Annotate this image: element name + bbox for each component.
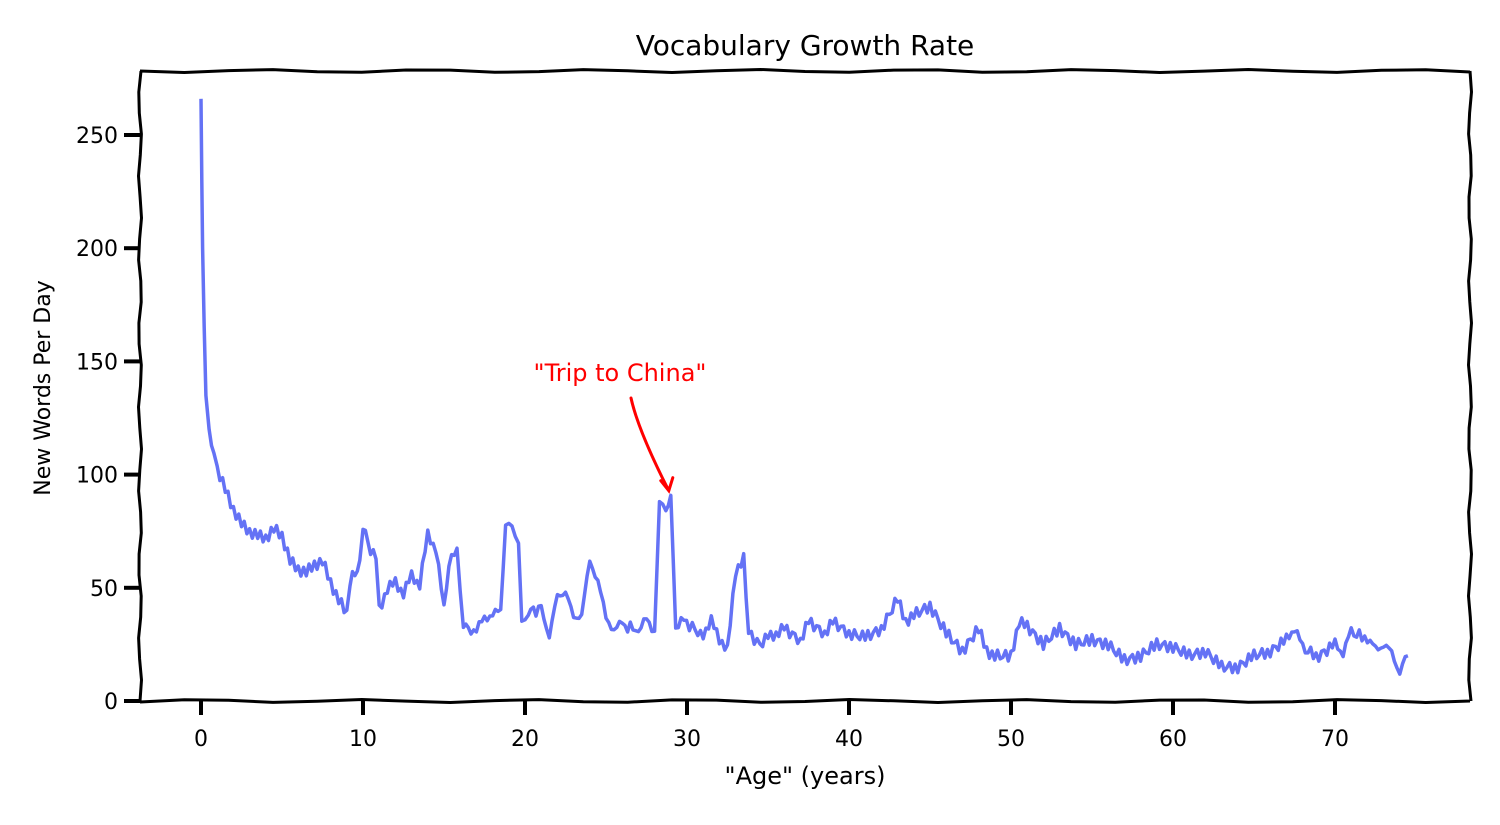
x-tick-label: 30 [673, 727, 701, 752]
x-ticks: 0 10 20 30 40 50 60 70 [194, 701, 1349, 752]
chart-title: Vocabulary Growth Rate [636, 29, 975, 62]
x-tick-label: 40 [835, 727, 863, 752]
series-line [199, 98, 1409, 676]
x-tick-label: 70 [1321, 727, 1349, 752]
x-axis-label: "Age" (years) [725, 762, 886, 790]
axes-frame [136, 67, 1474, 705]
x-tick-label: 50 [997, 727, 1025, 752]
x-tick-label: 20 [511, 727, 539, 752]
x-tick-label: 60 [1159, 727, 1187, 752]
y-tick-label: 50 [90, 577, 118, 602]
y-tick-label: 250 [76, 124, 118, 149]
y-tick-label: 150 [76, 350, 118, 375]
y-ticks: 0 50 100 150 200 250 [76, 124, 140, 715]
x-tick-label: 10 [349, 727, 377, 752]
y-tick-label: 200 [76, 237, 118, 262]
y-axis-label: New Words Per Day [31, 280, 56, 495]
annotation-arrow [629, 396, 675, 494]
y-tick-label: 0 [104, 690, 118, 715]
annotation-label: "Trip to China" [534, 359, 707, 387]
y-tick-label: 100 [76, 464, 118, 489]
x-tick-label: 0 [194, 727, 208, 752]
